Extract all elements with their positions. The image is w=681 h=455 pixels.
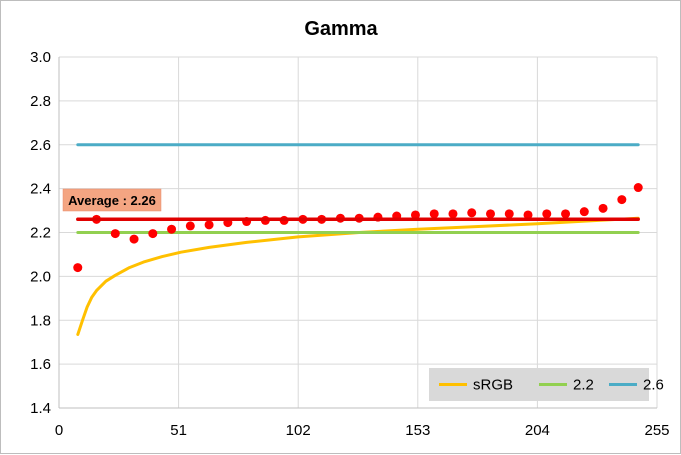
y-tick-label: 2.4 [30, 181, 51, 198]
data-point [185, 221, 195, 231]
legend-label: sRGB [473, 377, 513, 394]
data-point [598, 203, 608, 213]
data-point [148, 229, 158, 239]
data-point [485, 209, 495, 219]
data-point [204, 220, 214, 230]
legend: sRGB 2.2 2.6 [429, 368, 664, 401]
data-point [410, 210, 420, 220]
data-point [542, 209, 552, 219]
y-tick-label: 2.8 [30, 93, 51, 110]
data-point [73, 263, 83, 273]
x-tick-label: 153 [405, 422, 430, 439]
y-tick-label: 2.6 [30, 137, 51, 154]
data-point [561, 209, 571, 219]
data-point [167, 224, 177, 234]
legend-label: 2.6 [643, 377, 664, 394]
data-point [617, 195, 627, 205]
y-tick-label: 1.6 [30, 356, 51, 373]
data-point [129, 234, 139, 244]
data-point [448, 209, 458, 219]
x-tick-label: 255 [644, 422, 669, 439]
average-label-text: Average : 2.26 [68, 193, 156, 208]
average-label-box [62, 188, 162, 212]
series-layer [73, 143, 643, 336]
data-point [110, 229, 120, 239]
y-tick-label: 3.0 [30, 49, 51, 66]
series-line-srgb [76, 216, 640, 336]
axes: 1.4 1.6 1.8 2.0 2.2 2.4 2.6 2.8 3.0 0 51 102 153 204 2… [30, 49, 669, 439]
y-tick-label: 2.0 [30, 268, 51, 285]
average-annotation: Average : 2.26 [62, 188, 162, 212]
y-tick-label: 2.2 [30, 225, 51, 242]
y-tick-label: 1.8 [30, 312, 51, 329]
x-tick-label: 0 [55, 422, 63, 439]
x-tick-label: 204 [525, 422, 550, 439]
data-point [429, 209, 439, 219]
y-tick-label: 1.4 [30, 400, 51, 417]
data-point [504, 209, 514, 219]
data-point [523, 210, 533, 220]
x-tick-label: 102 [286, 422, 311, 439]
data-point [579, 207, 589, 217]
legend-label: 2.2 [573, 377, 594, 394]
chart-title: Gamma [304, 18, 378, 40]
data-point [467, 208, 477, 218]
x-tick-label: 51 [170, 422, 187, 439]
data-point [633, 183, 643, 193]
